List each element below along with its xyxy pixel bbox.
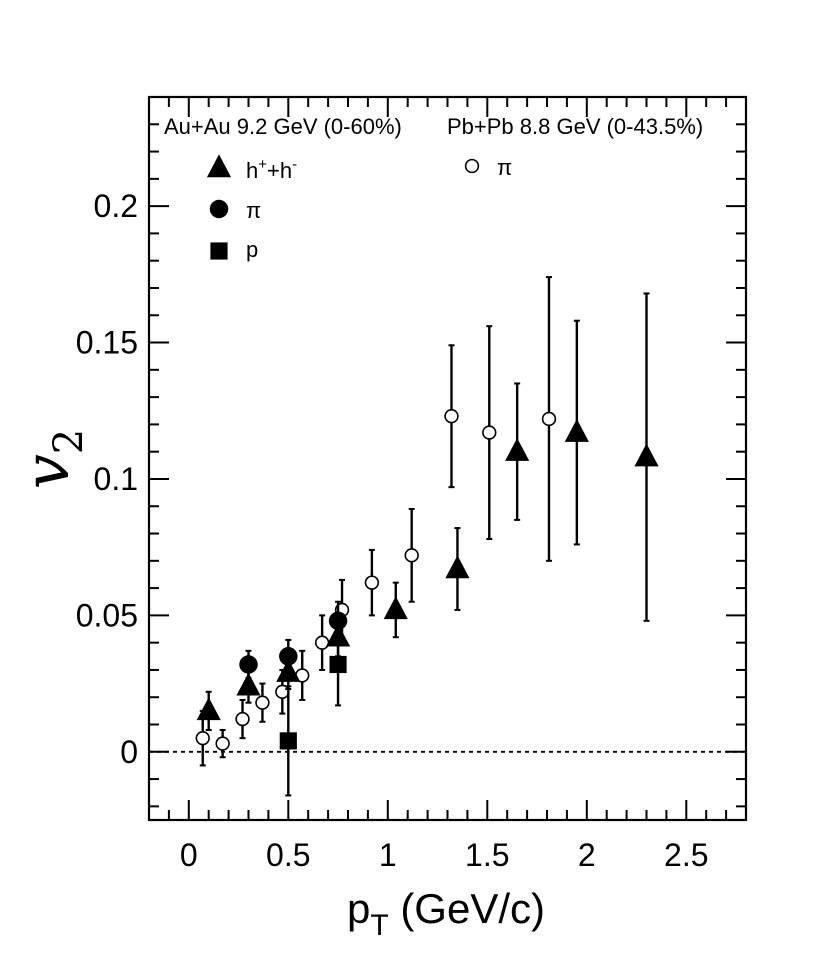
x-tick-label: 2 — [578, 837, 596, 873]
legend-group-right-label: Pb+Pb 8.8 GeV (0-43.5%) — [447, 114, 703, 139]
x-tick-label: 0.5 — [266, 837, 310, 873]
y-axis-title: v2 — [10, 429, 92, 489]
data-point-circle — [314, 635, 330, 650]
data-point-circle — [328, 611, 348, 631]
axis-tick-labels: 0 0.5 1 1.5 2 2.5 0 0.05 0.1 0.15 0.2 — [76, 188, 709, 873]
legend-marker-triangle — [206, 154, 232, 178]
legend-hadrons-sup-plus: + — [258, 156, 267, 173]
data-point-triangle — [383, 596, 408, 620]
legend-group-left-label: Au+Au 9.2 GeV (0-60%) — [164, 114, 402, 139]
x-tick-label: 0 — [180, 837, 198, 873]
data-point-triangle — [236, 672, 261, 696]
legend-hadrons-sup-minus: - — [292, 156, 297, 173]
legend-entry-proton: p — [246, 237, 258, 262]
data-points — [195, 276, 659, 797]
data-point-circle — [215, 736, 230, 751]
y-axis-title-sub: 2 — [46, 429, 92, 454]
data-point-circle — [364, 575, 380, 590]
x-tick-label: 2.5 — [664, 837, 708, 873]
legend-marker-circle — [209, 199, 229, 219]
data-point-circle — [444, 409, 459, 424]
data-point-circle — [404, 548, 419, 563]
series-left-triangle-filled — [196, 292, 659, 731]
legend-marker-square — [210, 242, 228, 260]
legend-entry-hadrons: h++h- — [246, 156, 297, 183]
legend: Au+Au 9.2 GeV (0-60%) Pb+Pb 8.8 GeV (0-4… — [164, 114, 703, 262]
x-axis-title-sub: T — [370, 909, 388, 942]
y-axis-title-main: v — [10, 454, 83, 489]
data-point-circle — [482, 425, 497, 440]
y-tick-label: 0.2 — [94, 188, 138, 224]
plot-frame — [147, 95, 748, 822]
y-tick-label: 0.15 — [76, 325, 138, 361]
axis-ticks — [148, 96, 746, 820]
x-axis-title: pT (GeV/c) — [347, 885, 545, 942]
x-tick-label: 1 — [379, 837, 397, 873]
series-left-square-filled — [279, 622, 347, 797]
data-point-circle — [235, 711, 250, 727]
data-point-circle — [541, 411, 557, 427]
y-tick-label: 0.1 — [94, 461, 138, 497]
data-point-circle — [195, 730, 210, 746]
data-point-triangle — [196, 697, 221, 721]
legend-entry-pion-filled: π — [246, 198, 261, 223]
data-point-triangle — [505, 438, 530, 461]
legend-markers — [206, 154, 480, 260]
data-point-circle — [279, 647, 298, 666]
legend-hadrons-mid: +h — [267, 158, 292, 183]
data-point-triangle — [445, 555, 470, 579]
y-tick-label: 0 — [120, 734, 138, 770]
data-point-circle — [239, 655, 258, 674]
data-point-triangle — [634, 443, 659, 467]
data-point-square — [329, 655, 347, 674]
data-point-triangle — [564, 418, 589, 442]
x-axis-title-unit: (GeV/c) — [389, 885, 545, 932]
series-right-circle-open — [195, 276, 557, 767]
legend-marker-circle — [464, 158, 480, 174]
data-point-circle — [255, 695, 270, 710]
y-tick-label: 0.05 — [76, 597, 138, 633]
legend-entry-pion-open: π — [497, 155, 512, 180]
x-axis-title-main: p — [347, 885, 370, 932]
data-point-square — [279, 732, 297, 750]
legend-hadrons-base: h — [246, 158, 258, 183]
x-tick-label: 1.5 — [465, 837, 509, 873]
